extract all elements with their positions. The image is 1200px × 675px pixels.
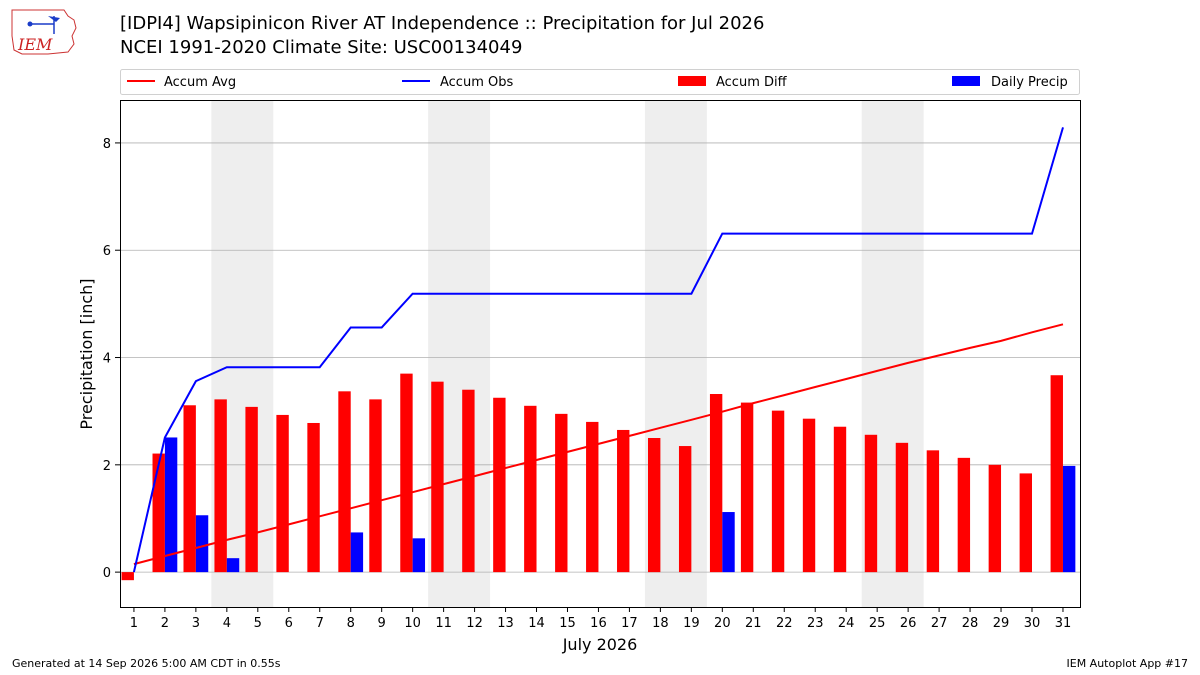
x-tick-label: 31	[1055, 616, 1072, 631]
accum-diff-bar	[400, 373, 413, 573]
x-tick-label: 8	[347, 616, 355, 631]
y-tick-label: 0	[103, 566, 111, 581]
x-tick-label: 26	[900, 616, 917, 631]
accum-diff-bar	[462, 389, 475, 573]
legend-label-accum-diff: Accum Diff	[716, 75, 788, 90]
iem-logo: IEM	[8, 6, 82, 58]
accum-diff-bar	[617, 429, 630, 573]
legend: Accum Avg Accum Obs Accum Diff Daily Pre…	[120, 69, 1080, 95]
x-tick-label: 5	[254, 616, 262, 631]
accum-diff-bar	[926, 450, 940, 573]
x-tick-label: 1	[130, 616, 138, 631]
x-tick-label: 9	[378, 616, 386, 631]
accum-diff-bar	[369, 399, 382, 573]
daily-precip-bar	[164, 437, 178, 573]
accum-diff-bar	[245, 406, 258, 573]
accum-diff-bar	[957, 457, 971, 573]
accum-diff-bar	[183, 405, 196, 573]
accum-diff-bar	[709, 394, 723, 573]
accum-diff-bar	[121, 572, 134, 581]
x-tick-label: 14	[528, 616, 545, 631]
daily-precip-bar	[226, 558, 240, 573]
legend-swatch-daily-precip	[952, 76, 980, 86]
x-tick-label: 20	[714, 616, 731, 631]
x-tick-label: 17	[621, 616, 638, 631]
x-tick-label: 15	[559, 616, 576, 631]
daily-precip-bar	[1062, 465, 1076, 573]
plot-frame	[120, 100, 1081, 608]
x-tick-label: 28	[962, 616, 979, 631]
x-tick-label: 16	[590, 616, 607, 631]
x-tick-label: 11	[435, 616, 452, 631]
y-tick-label: 4	[103, 352, 111, 367]
accum-diff-bar	[833, 426, 847, 573]
chart-subtitle: NCEI 1991-2020 Climate Site: USC00134049	[120, 37, 523, 58]
generated-timestamp: Generated at 14 Sep 2026 5:00 AM CDT in …	[12, 657, 281, 670]
accum-diff-bar	[678, 446, 692, 573]
accum-diff-bar	[1050, 375, 1063, 573]
chart-title: [IDPI4] Wapsipinicon River AT Independen…	[120, 13, 765, 34]
accum-diff-bar	[214, 399, 227, 573]
autoplot-app-id: IEM Autoplot App #17	[1066, 657, 1189, 670]
x-tick-label: 13	[497, 616, 514, 631]
accum-diff-bar	[524, 405, 537, 573]
x-tick-label: 24	[838, 616, 855, 631]
x-tick-label: 19	[683, 616, 700, 631]
y-axis-label: Precipitation [inch]	[77, 278, 96, 429]
x-tick-label: 4	[223, 616, 231, 631]
legend-label-accum-avg: Accum Avg	[164, 75, 236, 90]
daily-precip-bar	[350, 532, 364, 573]
x-tick-label: 29	[993, 616, 1010, 631]
x-tick-label: 7	[316, 616, 324, 631]
accum-diff-bar	[276, 414, 289, 573]
accum-diff-bar	[648, 438, 661, 573]
y-tick-label: 2	[103, 459, 111, 474]
x-tick-label: 18	[652, 616, 669, 631]
accum-diff-bar	[988, 464, 1002, 573]
accum-diff-bar	[586, 421, 599, 573]
daily-precip-bar	[722, 512, 735, 573]
legend-swatch-accum-diff	[678, 76, 706, 86]
accum-diff-bar	[493, 397, 506, 573]
accum-diff-bar	[152, 453, 165, 573]
accum-diff-bar	[555, 413, 568, 573]
accum-diff-bar	[802, 418, 816, 573]
legend-label-accum-obs: Accum Obs	[440, 75, 513, 90]
x-tick-label: 23	[807, 616, 824, 631]
accum-diff-bar	[431, 381, 444, 573]
accum-diff-bar	[864, 434, 878, 573]
accum-diff-bar	[338, 391, 351, 573]
x-tick-label: 30	[1024, 616, 1041, 631]
x-tick-label: 10	[404, 616, 421, 631]
x-tick-label: 3	[192, 616, 200, 631]
x-tick-label: 2	[161, 616, 169, 631]
accum-diff-bar	[307, 422, 320, 573]
daily-precip-bar	[412, 538, 426, 573]
daily-precip-bar	[195, 515, 209, 573]
x-tick-label: 25	[869, 616, 886, 631]
accum-diff-bar	[740, 402, 754, 573]
y-tick-label: 6	[103, 244, 111, 259]
x-tick-label: 27	[931, 616, 948, 631]
x-axis-label: July 2026	[562, 635, 638, 654]
accum-obs-line	[132, 127, 1064, 573]
accum-avg-line	[133, 323, 1064, 566]
logo-text: IEM	[17, 35, 53, 54]
x-tick-label: 21	[745, 616, 762, 631]
accum-diff-bar	[1019, 473, 1032, 573]
legend-label-daily-precip: Daily Precip	[991, 75, 1068, 90]
accum-diff-bar	[771, 410, 785, 573]
x-tick-label: 12	[466, 616, 483, 631]
accum-diff-bar	[895, 442, 909, 573]
x-tick-label: 6	[285, 616, 293, 631]
x-tick-label: 22	[776, 616, 793, 631]
y-tick-label: 8	[103, 137, 111, 152]
